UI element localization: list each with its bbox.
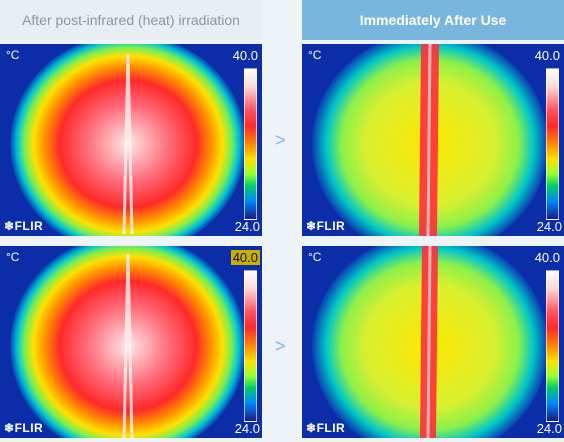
- unit-label: °C: [6, 48, 20, 62]
- max-temp-label: 40.0: [534, 48, 560, 63]
- snowflake-icon: ❄: [306, 421, 317, 435]
- brand-text: FLIR: [316, 421, 346, 435]
- min-temp-label: 24.0: [536, 421, 562, 436]
- unit-label: °C: [6, 250, 20, 264]
- max-temp-label: 40.0: [230, 250, 260, 265]
- before-header: After post-infrared (heat) irradiation: [0, 0, 262, 40]
- min-temp-label: 24.0: [234, 421, 260, 436]
- snowflake-icon: ❄: [4, 219, 15, 233]
- max-temp-label: 40.0: [232, 48, 258, 63]
- thermal-heatmap: [0, 246, 262, 438]
- thermal-image-before-top: °C 40.0 24.0 ❄FLIR: [0, 44, 262, 236]
- snowflake-icon: ❄: [306, 219, 317, 233]
- chevron-right-icon: >: [275, 336, 286, 356]
- max-temp-label: 40.0: [534, 250, 560, 265]
- brand-text: FLIR: [14, 421, 44, 435]
- brand-text: FLIR: [316, 219, 346, 233]
- min-temp-label: 24.0: [536, 219, 562, 234]
- thermal-heatmap: [0, 44, 262, 236]
- flir-logo: ❄FLIR: [4, 219, 43, 233]
- thermal-image-after-bottom: °C 40.0 24.0 ❄FLIR: [302, 246, 564, 438]
- chevron-right-icon: >: [275, 130, 286, 150]
- color-scale-bar: [244, 270, 257, 422]
- unit-label: °C: [308, 250, 322, 264]
- thermal-image-after-top: °C 40.0 24.0 ❄FLIR: [302, 44, 564, 236]
- color-scale-bar: [546, 270, 559, 422]
- snowflake-icon: ❄: [4, 421, 15, 435]
- thermal-heatmap: [302, 246, 564, 438]
- flir-logo: ❄FLIR: [306, 219, 345, 233]
- thermal-image-before-bottom: °C 40.0 24.0 ❄FLIR: [0, 246, 262, 438]
- after-header: Immediately After Use: [302, 0, 564, 40]
- thermal-heatmap: [302, 44, 564, 236]
- brand-text: FLIR: [14, 219, 44, 233]
- unit-label: °C: [308, 48, 322, 62]
- color-scale-bar: [244, 68, 257, 220]
- flir-logo: ❄FLIR: [306, 421, 345, 435]
- flir-logo: ❄FLIR: [4, 421, 43, 435]
- min-temp-label: 24.0: [234, 219, 260, 234]
- color-scale-bar: [546, 68, 559, 220]
